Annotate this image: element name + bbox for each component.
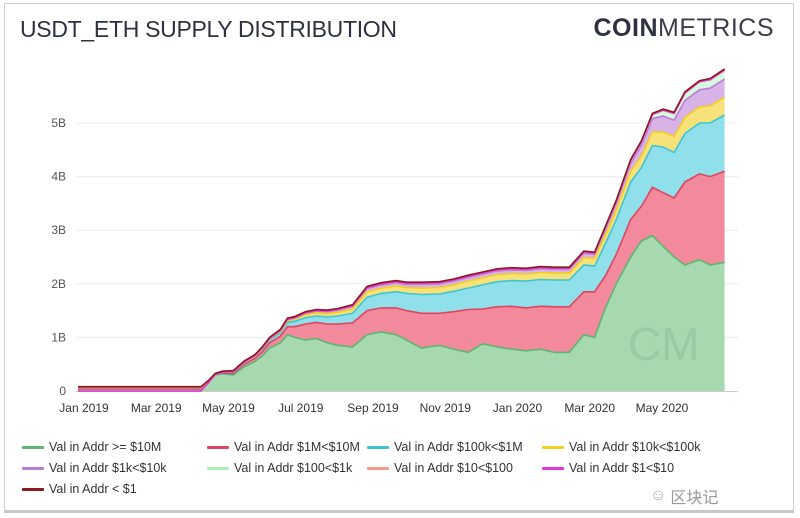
y-tick-label: 5B: [51, 116, 66, 130]
legend-item[interactable]: Val in Addr $100<$1k: [207, 461, 352, 475]
y-tick-label: 0: [59, 384, 66, 398]
line-val-in-addr-1: [78, 68, 726, 388]
legend-label: Val in Addr $100<$1k: [234, 461, 353, 475]
legend-item[interactable]: Val in Addr $1<$10: [542, 461, 674, 475]
legend-swatch: [207, 466, 229, 470]
legend-swatch: [367, 466, 389, 470]
legend-item[interactable]: Val in Addr $1k<$10k: [22, 461, 167, 475]
legend-label: Val in Addr $100k<$1M: [394, 440, 523, 454]
x-tick-label: Sep 2019: [347, 401, 399, 415]
x-tick-label: Nov 2019: [420, 401, 472, 415]
cm-watermark: CM: [628, 318, 700, 370]
legend-swatch: [22, 466, 44, 470]
legend-swatch: [22, 487, 44, 491]
legend-item[interactable]: Val in Addr $10k<$100k: [542, 440, 700, 454]
chart-title: USDT_ETH SUPPLY DISTRIBUTION: [20, 16, 397, 42]
wechat-icon: ☺: [650, 487, 667, 504]
legend-label: Val in Addr $10<$100: [394, 461, 513, 475]
legend-label: Val in Addr < $1: [49, 482, 137, 496]
y-tick-label: 4B: [51, 170, 66, 184]
x-tick-label: May 2020: [636, 401, 689, 415]
legend-label: Val in Addr $1M<$10M: [234, 440, 360, 454]
coinmetrics-logo: COINMETRICS: [594, 14, 775, 43]
legend-item[interactable]: Val in Addr >= $10M: [22, 440, 161, 454]
logo-bold: COIN: [593, 14, 658, 42]
y-tick-label: 2B: [51, 277, 66, 291]
legend-swatch: [542, 466, 564, 470]
legend-item[interactable]: Val in Addr $100k<$1M: [367, 440, 523, 454]
y-tick-label: 1B: [51, 330, 66, 344]
y-tick-label: 3B: [51, 223, 66, 237]
legend-item[interactable]: Val in Addr $1M<$10M: [207, 440, 360, 454]
area-val-in-addr-10m: [78, 235, 725, 391]
x-tick-label: Jan 2019: [59, 401, 109, 415]
line-val-in-addr-10m: [78, 234, 725, 392]
legend-label: Val in Addr $1k<$10k: [49, 461, 167, 475]
legend-label: Val in Addr $1<$10: [569, 461, 675, 475]
legend-swatch: [207, 445, 229, 449]
legend-label: Val in Addr $10k<$100k: [569, 440, 701, 454]
legend-swatch: [367, 445, 389, 449]
legend-item[interactable]: Val in Addr < $1: [22, 482, 137, 496]
x-tick-label: Mar 2020: [564, 401, 615, 415]
watermark-text: 区块记: [670, 490, 719, 507]
x-tick-label: Jan 2020: [493, 401, 543, 415]
area-val-in-addr-1m-10m: [78, 171, 725, 391]
x-tick-label: Mar 2019: [131, 401, 182, 415]
legend-swatch: [22, 445, 44, 449]
logo-light: METRICS: [658, 14, 774, 42]
legend-item[interactable]: Val in Addr $10<$100: [367, 461, 513, 475]
line-val-in-addr-1m-10m: [78, 170, 725, 392]
legend-label: Val in Addr >= $10M: [49, 440, 162, 454]
x-tick-label: Jul 2019: [278, 401, 324, 415]
wechat-watermark: ☺ 区块记: [650, 484, 718, 508]
x-tick-label: May 2019: [202, 401, 255, 415]
legend-swatch: [542, 445, 564, 449]
